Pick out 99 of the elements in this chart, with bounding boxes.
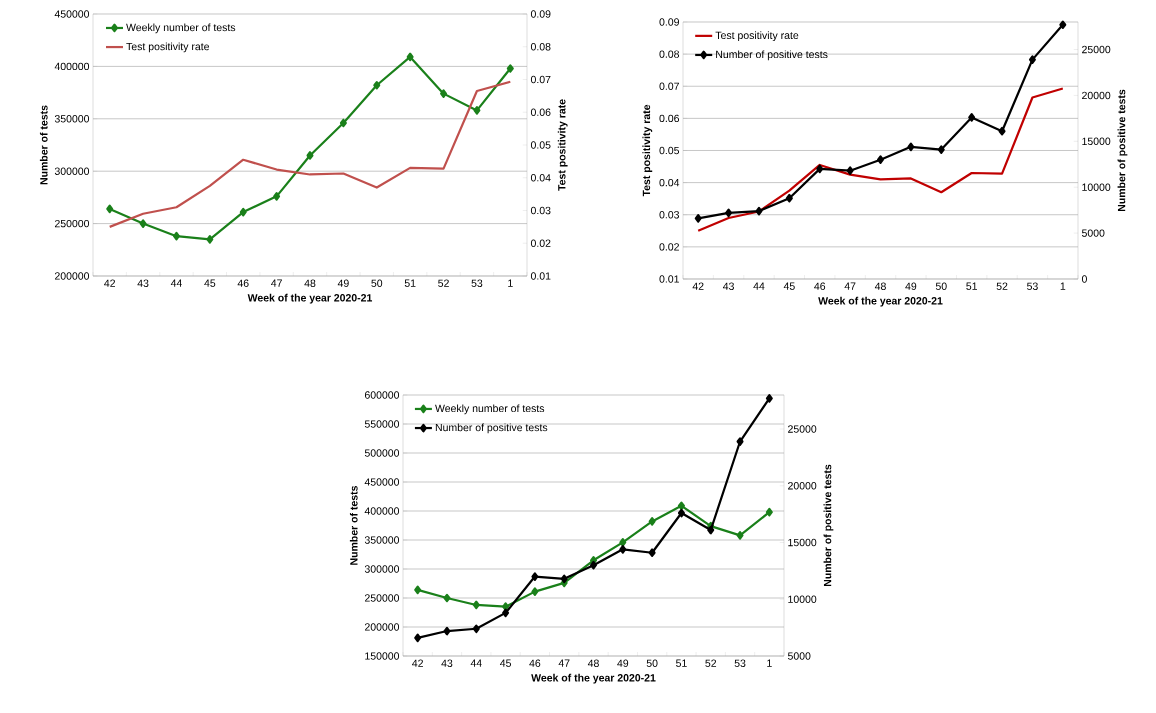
legend-label: Test positivity rate [126, 42, 210, 53]
x-tick-label: 52 [996, 282, 1008, 290]
x-tick-label: 44 [753, 282, 765, 290]
x-tick-label: 45 [204, 279, 216, 287]
legend-label: Weekly number of tests [435, 404, 545, 415]
y-tick-label: 600000 [364, 391, 400, 399]
legend-label: Number of positive tests [435, 423, 548, 434]
y2-axis-title: Number of positive tests [823, 464, 834, 587]
x-tick-label: 49 [337, 279, 349, 287]
y2-tick-label: 10000 [788, 595, 817, 603]
x-tick-label: 48 [874, 282, 886, 290]
y2-tick-label: 15000 [1082, 137, 1111, 146]
y-axis-title: Test positivity rate [642, 104, 653, 197]
y2-tick-label: 5000 [787, 652, 811, 660]
x-tick-label: 49 [905, 282, 917, 290]
y2-tick-label: 0.01 [530, 272, 551, 280]
y-tick-label: 450000 [364, 478, 400, 486]
y-tick-label: 550000 [364, 420, 400, 428]
legend-label: Number of positive tests [716, 50, 828, 61]
y-tick-label: 400000 [364, 507, 400, 515]
y-axis-title: Number of tests [349, 485, 358, 565]
y-tick-label: 250000 [364, 594, 400, 602]
y2-tick-label: 0.07 [530, 75, 551, 84]
y-tick-label: 400000 [54, 62, 90, 71]
y-tick-label: 500000 [364, 449, 400, 457]
x-tick-label: 49 [617, 659, 629, 667]
x-tick-label: 42 [104, 279, 115, 287]
y2-tick-label: 20000 [1082, 91, 1111, 100]
y-tick-label: 0.02 [659, 243, 679, 251]
y2-axis-title: Test positivity rate [557, 99, 568, 191]
y2-axis-title: Number of positive tests [1117, 89, 1128, 212]
x-tick-label: 43 [441, 659, 453, 667]
y2-tick-label: 0.02 [530, 239, 551, 247]
y-tick-label: 250000 [54, 219, 90, 228]
y2-tick-label: 0.08 [530, 43, 551, 51]
y2-tick-label: 0.04 [530, 174, 551, 182]
y-tick-label: 300000 [364, 565, 400, 573]
y-tick-label: 0.08 [659, 50, 680, 58]
x-tick-label: 44 [170, 279, 182, 287]
y2-tick-label: 15000 [788, 538, 817, 547]
x-tick-label: 42 [692, 282, 704, 290]
y-tick-label: 350000 [54, 115, 90, 123]
y2-tick-label: 25000 [788, 425, 817, 433]
x-tick-label: 50 [935, 282, 947, 290]
x-tick-label: 46 [237, 279, 249, 287]
y-tick-label: 0.09 [659, 18, 679, 26]
y2-tick-label: 0.06 [530, 108, 551, 116]
y2-tick-label: 10000 [1082, 183, 1111, 191]
x-tick-label: 47 [558, 659, 570, 667]
y2-tick-label: 0.03 [530, 206, 551, 215]
x-tick-label: 47 [844, 282, 856, 290]
x-tick-label: 48 [587, 659, 599, 667]
y-tick-label: 0.06 [659, 114, 680, 123]
y-tick-label: 150000 [365, 652, 400, 660]
x-tick-label: 1 [1060, 282, 1066, 290]
legend-label: Weekly number of tests [126, 23, 236, 34]
y-tick-label: 200000 [54, 272, 90, 280]
x-axis-title: Week of the year 2020-21 [818, 296, 943, 307]
y-tick-label: 0.07 [659, 82, 679, 90]
y2-tick-label: 0.09 [530, 10, 551, 18]
x-tick-label: 42 [412, 659, 423, 667]
x-tick-label: 53 [471, 279, 483, 287]
x-axis-title: Week of the year 2020-21 [247, 293, 373, 304]
legend-label: Test positivity rate [715, 31, 799, 42]
y2-tick-label: 20000 [788, 482, 817, 490]
y-axis-title: Number of tests [39, 105, 48, 185]
y-tick-label: 0.04 [659, 178, 680, 187]
y2-tick-label: 25000 [1082, 45, 1111, 54]
x-tick-label: 50 [646, 659, 658, 667]
y-tick-label: 200000 [364, 623, 400, 631]
x-tick-label: 53 [734, 659, 746, 667]
x-tick-label: 43 [722, 282, 734, 290]
x-tick-label: 46 [529, 659, 541, 667]
x-tick-label: 47 [271, 279, 282, 287]
y-tick-label: 450000 [54, 10, 90, 18]
x-axis-title: Week of the year 2020-21 [531, 673, 656, 684]
x-tick-label: 48 [304, 279, 316, 287]
x-tick-label: 51 [676, 659, 687, 667]
x-tick-label: 1 [767, 659, 772, 667]
y-tick-label: 0.01 [659, 275, 679, 283]
y-tick-label: 0.03 [659, 211, 680, 219]
y-tick-label: 350000 [364, 536, 400, 544]
x-tick-label: 52 [438, 279, 449, 287]
x-tick-label: 43 [137, 279, 149, 287]
x-tick-label: 46 [814, 282, 826, 290]
x-tick-label: 1 [508, 279, 513, 287]
x-tick-label: 51 [404, 279, 416, 287]
y2-tick-label: 0.05 [530, 141, 551, 149]
x-tick-label: 50 [371, 279, 383, 287]
x-tick-label: 53 [1027, 282, 1038, 290]
x-tick-label: 52 [705, 659, 717, 667]
y2-tick-label: 5000 [1081, 229, 1105, 237]
x-tick-label: 44 [470, 659, 482, 667]
y-tick-label: 0.05 [659, 146, 680, 155]
y2-tick-label: 0 [1081, 275, 1087, 283]
y-tick-label: 300000 [54, 167, 90, 175]
x-tick-label: 45 [783, 282, 795, 290]
x-tick-label: 45 [499, 659, 511, 667]
x-tick-label: 51 [966, 282, 977, 290]
